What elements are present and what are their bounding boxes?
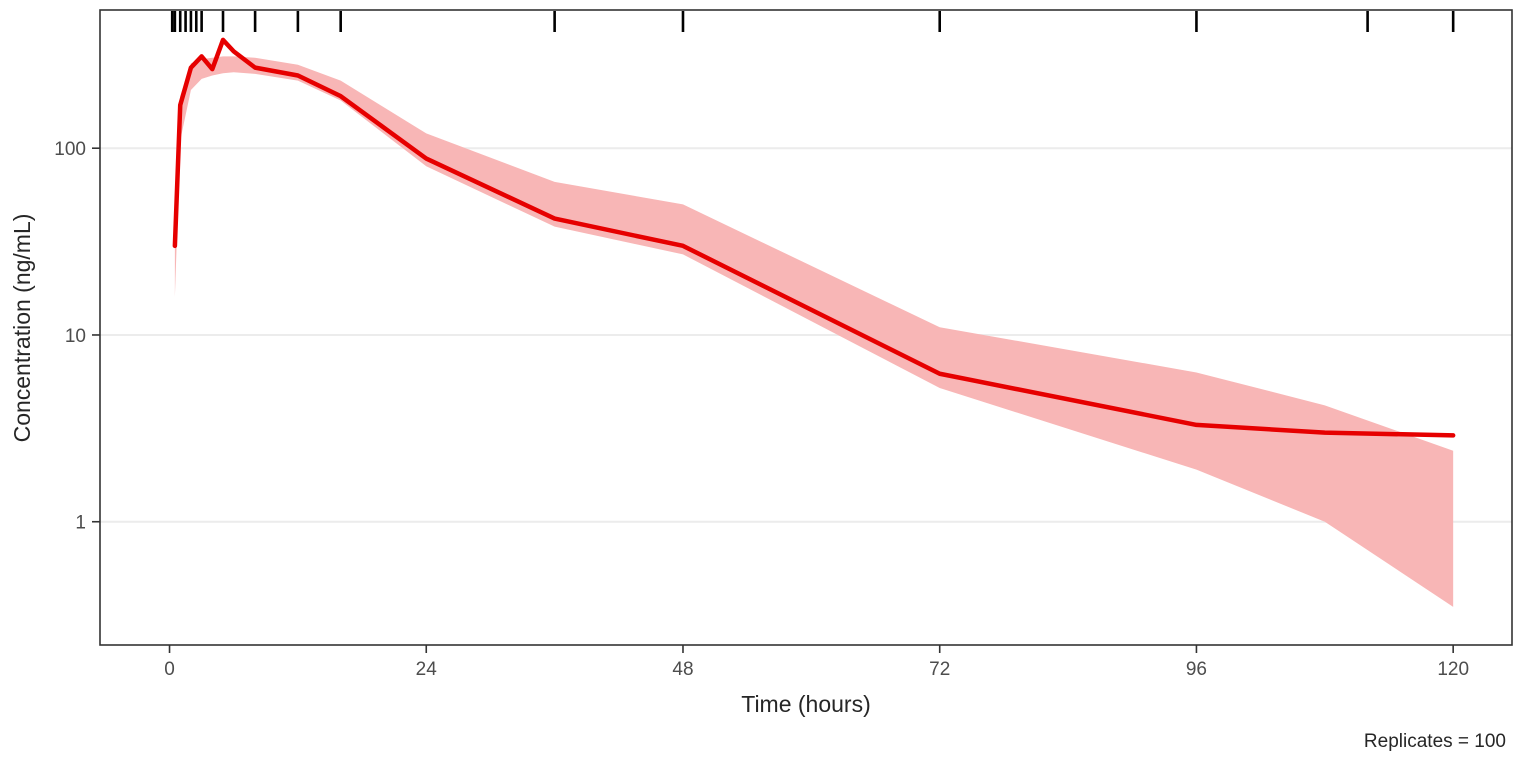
y-tick-label: 10 [65, 326, 86, 347]
x-tick-label: 120 [1437, 659, 1469, 680]
sampling-time-rug [170, 11, 1455, 32]
replicates-caption: Replicates = 100 [1364, 731, 1506, 752]
x-tick-label: 72 [929, 659, 950, 680]
y-tick-label: 100 [54, 139, 86, 160]
confidence-ribbon [174, 56, 1454, 607]
x-axis-title: Time (hours) [741, 691, 871, 717]
x-tick-label: 24 [416, 659, 438, 680]
y-tick-label: 1 [75, 513, 86, 534]
x-tick-label: 96 [1186, 659, 1207, 680]
x-tick-label: 0 [164, 659, 175, 680]
panel-border [99, 9, 1513, 646]
y-axis-title: Concentration (ng/mL) [9, 214, 35, 443]
prediction-interval-area [174, 56, 1454, 607]
x-tick-label: 48 [672, 659, 693, 680]
gridlines [100, 147, 1512, 523]
median-concentration-line [172, 37, 1456, 438]
median-line [172, 37, 1456, 438]
